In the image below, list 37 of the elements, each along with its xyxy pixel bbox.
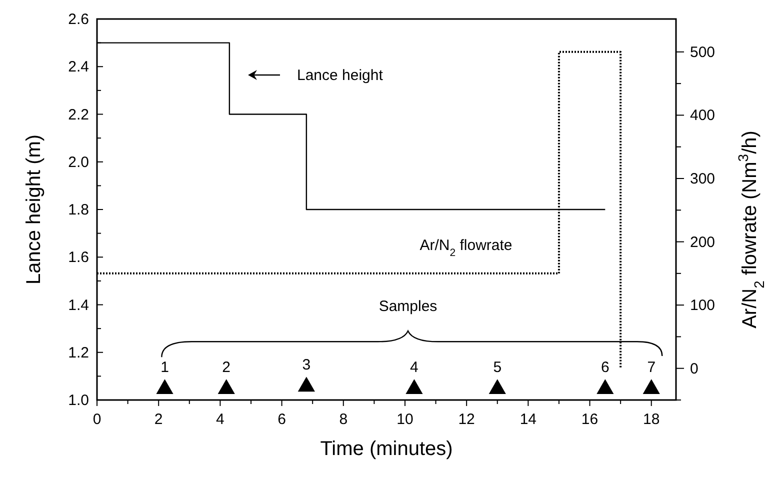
y2-tick-label: 500 xyxy=(690,44,716,61)
x-tick-label: 2 xyxy=(154,411,163,428)
x-tick-label: 10 xyxy=(396,411,414,428)
y2-tick-label: 100 xyxy=(690,297,716,314)
y2-tick-label: 300 xyxy=(690,170,716,188)
y-tick-label: 2.4 xyxy=(68,58,89,76)
annotation: 1 xyxy=(160,359,169,376)
y2-tick-label: 0 xyxy=(690,360,698,378)
annotation: 2 xyxy=(222,359,231,376)
y-tick-label: 1.4 xyxy=(68,296,89,314)
x-tick-label: 16 xyxy=(581,411,598,428)
y-tick-label: 1.2 xyxy=(68,344,89,362)
annotation: Ar/N$_{2}$ flowrate xyxy=(420,237,512,259)
annotation: Samples xyxy=(378,298,438,315)
x-tick-label: 12 xyxy=(458,411,475,428)
y-tick-label: 2.0 xyxy=(68,154,89,171)
annotation: 4 xyxy=(410,359,418,376)
x-tick-label: 6 xyxy=(278,411,286,428)
annotation: 6 xyxy=(600,359,610,376)
x-axis-title: Time (minutes) xyxy=(320,438,453,460)
annotation: 3 xyxy=(302,356,311,374)
x-tick-label: 0 xyxy=(92,411,102,428)
x-tick-label: 14 xyxy=(520,411,537,428)
annotation: 5 xyxy=(493,359,502,376)
annotation: Lance height xyxy=(297,67,384,84)
y-tick-label: 1.8 xyxy=(68,202,89,218)
x-tick-label: 18 xyxy=(643,411,660,428)
y-tick-label: 2.6 xyxy=(68,11,89,28)
y-tick-label: 1.6 xyxy=(68,249,89,266)
y-tick-label: 2.2 xyxy=(68,106,89,124)
y-tick-label: 1.0 xyxy=(68,392,89,409)
annotation: 7 xyxy=(647,359,656,376)
y2-tick-label: 200 xyxy=(690,234,716,251)
y-axis-title: Lance height (m) xyxy=(23,134,45,285)
y2-tick-label: 400 xyxy=(690,107,716,124)
x-tick-label: 4 xyxy=(216,411,224,428)
x-tick-label: 8 xyxy=(339,411,348,428)
